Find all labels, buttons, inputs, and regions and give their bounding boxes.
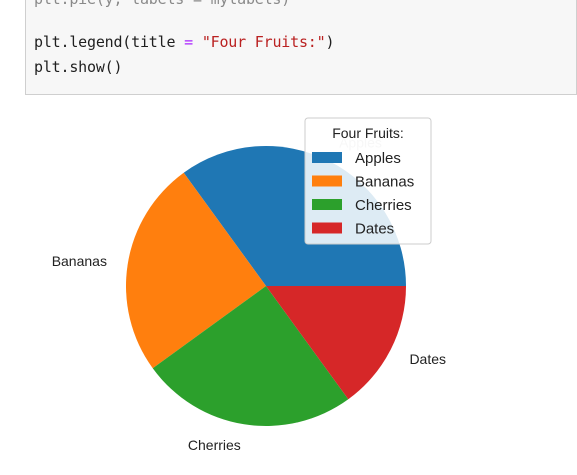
legend-label-dates: Dates: [355, 221, 394, 238]
legend-swatch-cherries: [312, 199, 342, 210]
pie-slice-dates: [266, 286, 406, 400]
legend-label-cherries: Cherries: [355, 197, 412, 214]
legend-label-apples: Apples: [355, 150, 401, 167]
legend-title: Four Fruits:: [332, 125, 404, 141]
code-space: [193, 33, 202, 51]
pie-chart: Apples Bananas Cherries Dates Four Fruits: …: [52, 117, 446, 453]
pie-slice-bananas: [125, 172, 266, 369]
legend: Four Fruits: Apples Bananas Cherries Dates: [304, 117, 432, 245]
cell-output: Apples Bananas Cherries Dates Four Fruits: …: [0, 96, 577, 475]
pie-label-cherries: Cherries: [188, 437, 241, 453]
legend-label-bananas: Bananas: [355, 174, 414, 191]
code-close-paren: ): [325, 33, 335, 51]
code-cell[interactable]: plt.pie(y, labels = mylabels) plt.legend…: [25, 0, 577, 95]
code-line-legend: plt.legend(title = "Four Fruits:"): [34, 33, 334, 51]
pie-slice-cherries: [152, 286, 349, 426]
legend-box: [304, 117, 432, 245]
legend-swatch-bananas: [312, 175, 342, 187]
legend-items: Apples Bananas Cherries Dates: [312, 150, 414, 238]
legend-swatch-apples: [312, 152, 342, 163]
code-string-title: "Four Fruits:": [201, 33, 326, 51]
code-line-show: plt.show(): [34, 58, 123, 76]
pie-label-bananas: Bananas: [52, 253, 107, 269]
code-operator: =: [184, 33, 193, 51]
legend-swatch-dates: [312, 222, 342, 234]
pie-label-dates: Dates: [409, 351, 446, 367]
code-legend-call: plt.legend(title: [34, 33, 185, 51]
code-line-cut: plt.pie(y, labels = mylabels): [34, 0, 290, 8]
